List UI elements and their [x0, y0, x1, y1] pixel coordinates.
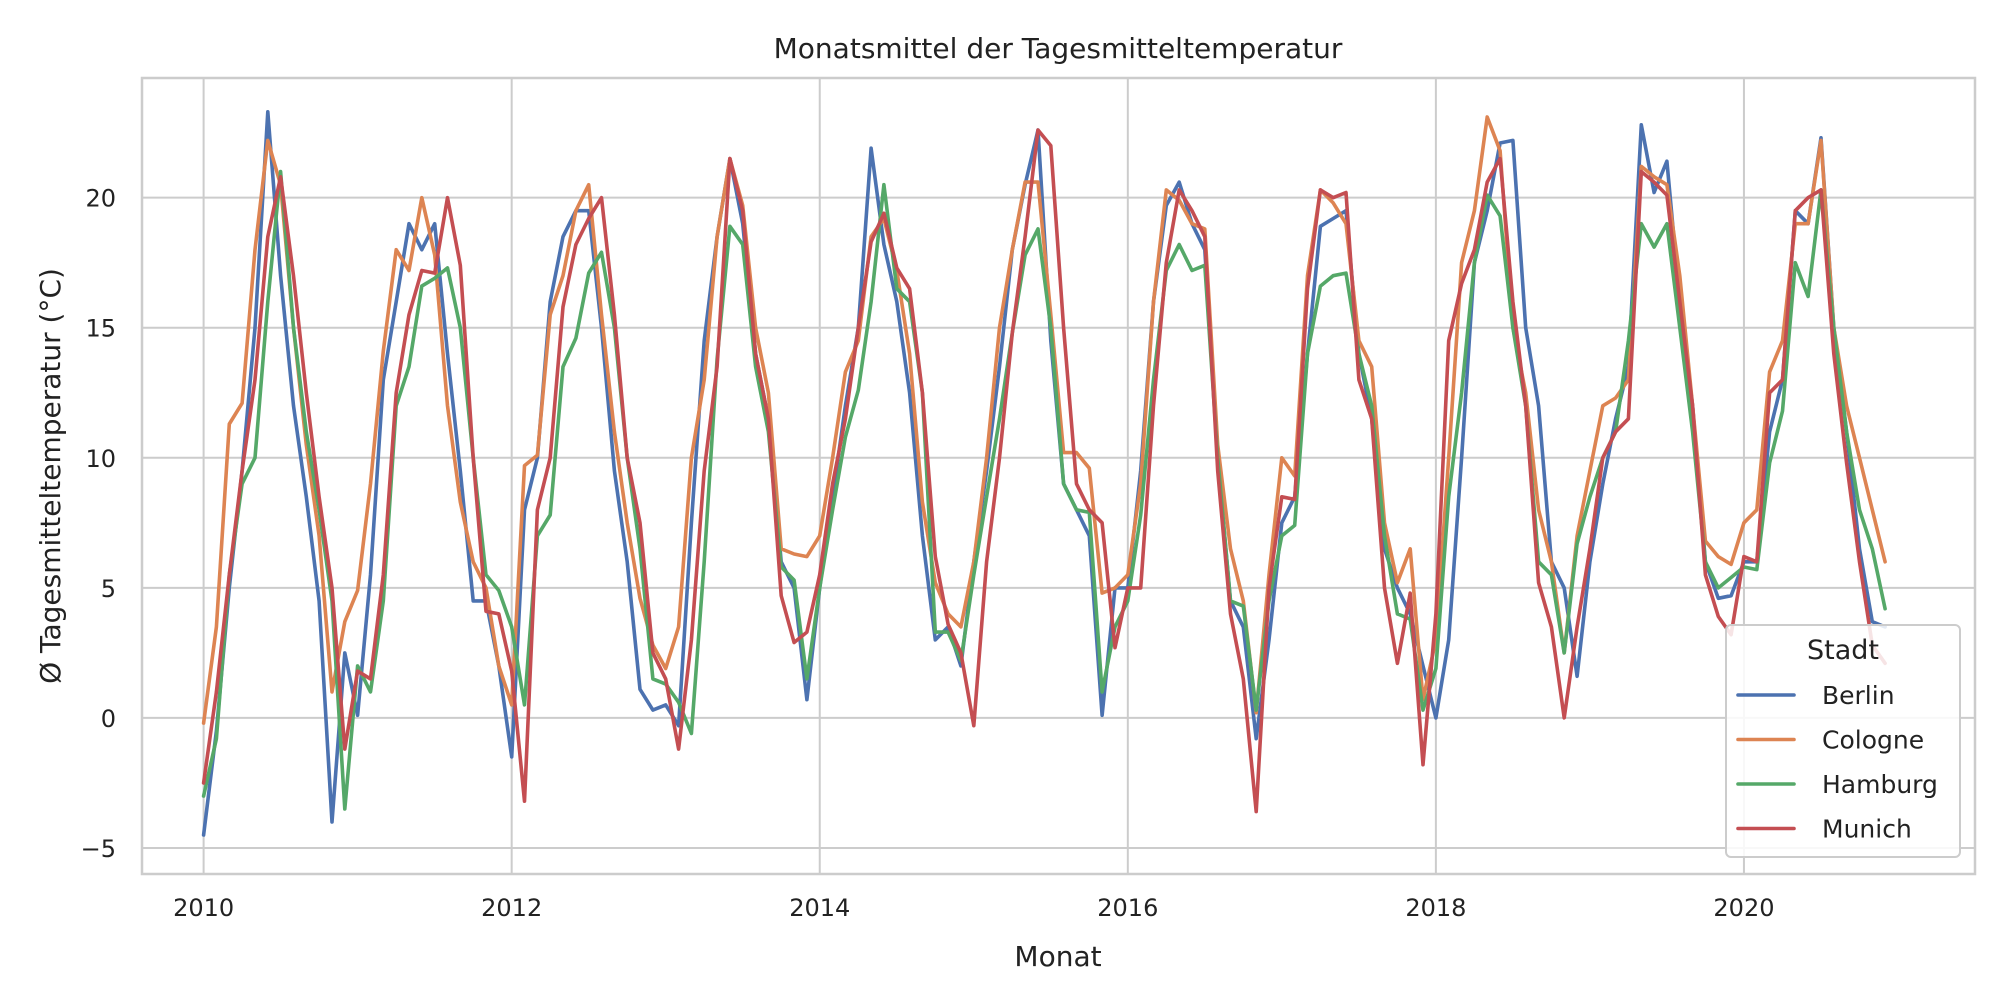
y-tick-label: 5	[101, 575, 116, 603]
series-line-munich	[201, 128, 1887, 814]
y-tick-label: 20	[85, 185, 116, 213]
series-lines	[201, 110, 1887, 837]
legend-label-hamburg: Hamburg	[1822, 770, 1938, 799]
x-tick-label: 2020	[1713, 894, 1774, 922]
x-axis-label: Monat	[1014, 940, 1101, 973]
legend-label-cologne: Cologne	[1822, 726, 1924, 755]
y-tick-labels: −5 0 5 10 15 20	[81, 185, 116, 863]
y-tick-label: −5	[81, 835, 116, 863]
legend-box	[1725, 624, 1961, 858]
x-tick-labels: 2010 2012 2014 2016 2018 2020	[173, 894, 1774, 922]
legend: Stadt Berlin Cologne Hamburg Munich	[1725, 624, 1961, 858]
x-tick-label: 2012	[481, 894, 542, 922]
legend-title: Stadt	[1807, 635, 1879, 666]
x-tick-label: 2016	[1097, 894, 1158, 922]
y-tick-label: 0	[101, 705, 116, 733]
y-axis-label: Ø Tagesmitteltemperatur (°C)	[34, 268, 67, 684]
x-tick-label: 2014	[789, 894, 850, 922]
x-tick-label: 2010	[173, 894, 234, 922]
x-tick-label: 2018	[1405, 894, 1466, 922]
y-tick-label: 10	[85, 445, 116, 473]
legend-items: Berlin Cologne Hamburg Munich	[1736, 681, 1938, 844]
chart-title: Monatsmittel der Tagesmitteltemperatur	[774, 32, 1343, 65]
legend-label-munich: Munich	[1822, 815, 1912, 844]
y-tick-label: 15	[85, 315, 116, 343]
legend-label-berlin: Berlin	[1822, 681, 1895, 710]
